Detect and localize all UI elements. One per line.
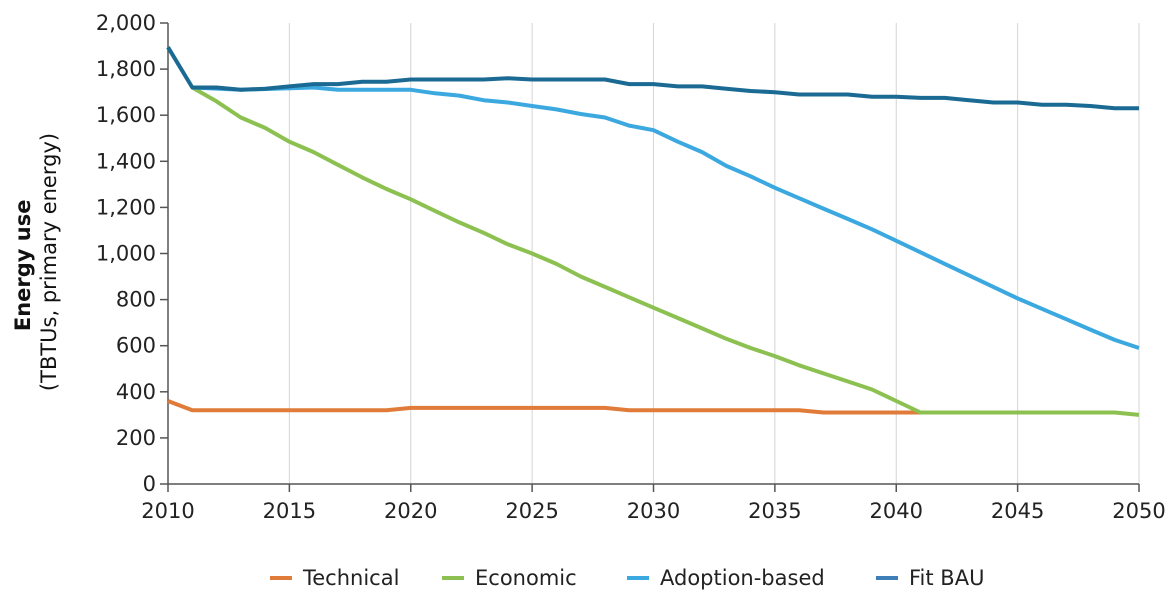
x-tick-label: 2010	[141, 499, 194, 523]
x-axis-ticks: 2010 2015 2020 2025 2030 2035 2040 2045 2050	[141, 484, 1166, 523]
x-tick-label: 2045	[991, 499, 1044, 523]
x-tick-label: 2040	[870, 499, 923, 523]
x-tick-label: 2025	[505, 499, 558, 523]
legend-label-fit-bau: Fit BAU	[909, 566, 984, 590]
series-line-adoption-based	[192, 85, 1140, 350]
series-line-economic	[191, 85, 1140, 417]
x-tick-label: 2030	[627, 499, 680, 523]
y-tick-label: 400	[116, 380, 156, 404]
series-line-fit-bau	[166, 46, 1139, 111]
y-tick-label: 0	[143, 472, 156, 496]
y-tick-label: 1,200	[96, 195, 156, 219]
x-tick-label: 2015	[263, 499, 316, 523]
legend-label-technical: Technical	[302, 566, 399, 590]
y-axis-title-sub: (TBTUs, primary energy)	[37, 133, 61, 391]
legend-label-adoption-based: Adoption-based	[660, 566, 825, 590]
legend-label-economic: Economic	[475, 566, 577, 590]
x-tick-label: 2020	[384, 499, 437, 523]
y-axis-title-main: Energy use	[11, 200, 35, 332]
y-tick-label: 600	[116, 334, 156, 358]
series-lines	[166, 46, 1140, 417]
y-tick-label: 800	[116, 288, 156, 312]
x-tick-label: 2050	[1112, 499, 1165, 523]
y-tick-label: 200	[116, 426, 156, 450]
y-axis-title: Energy use (TBTUs, primary energy)	[11, 133, 61, 391]
y-tick-label: 2,000	[96, 11, 156, 35]
y-tick-label: 1,600	[96, 103, 156, 127]
y-axis-ticks: 0 200 400 600 800 1,000 1,200 1,400 1,600 1,800 2,…	[96, 11, 168, 496]
legend: Technical Economic Adoption-based Fit BAU	[270, 566, 984, 590]
series-line-technical	[167, 399, 921, 415]
y-tick-label: 1,400	[96, 149, 156, 173]
y-tick-label: 1,800	[96, 57, 156, 81]
y-tick-label: 1,000	[96, 242, 156, 266]
x-tick-label: 2035	[748, 499, 801, 523]
